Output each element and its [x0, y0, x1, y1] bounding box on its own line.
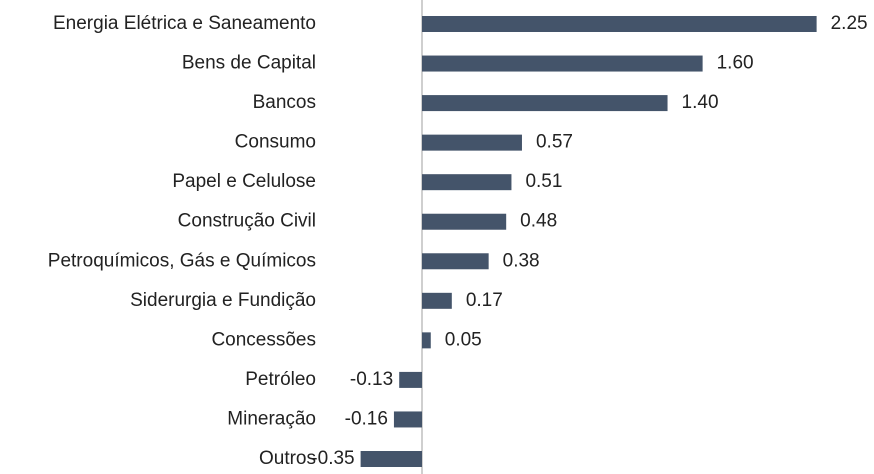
category-label: Outros: [259, 448, 316, 469]
category-label: Bancos: [253, 92, 316, 113]
value-label: 0.57: [536, 132, 573, 153]
bar: [422, 253, 489, 270]
bar: [393, 411, 422, 428]
bar: [422, 292, 452, 309]
value-label: 1.60: [717, 53, 754, 74]
bar: [422, 134, 522, 151]
category-label: Mineração: [227, 408, 316, 429]
category-label: Bens de Capital: [182, 53, 316, 74]
value-label: -0.16: [345, 408, 388, 429]
category-label: Concessões: [211, 329, 316, 350]
bar: [422, 16, 817, 32]
bar: [422, 95, 668, 112]
value-label: 0.38: [503, 250, 540, 271]
value-label: -0.35: [311, 448, 354, 469]
category-label: Siderurgia e Fundição: [130, 290, 316, 311]
bar: [422, 174, 512, 191]
value-label: 0.51: [525, 171, 562, 192]
value-label: 0.17: [466, 290, 503, 311]
value-label: 0.05: [445, 329, 482, 350]
category-label: Papel e Celulose: [172, 171, 316, 192]
value-label: 2.25: [831, 13, 868, 34]
value-label: 0.48: [520, 211, 557, 232]
bar: [360, 451, 422, 467]
category-label: Construção Civil: [178, 211, 316, 232]
value-label: 1.40: [682, 92, 719, 113]
category-label: Petróleo: [245, 369, 316, 390]
bar: [422, 55, 703, 72]
bar: [422, 332, 431, 349]
category-label: Consumo: [235, 132, 316, 153]
category-label: Petroquímicos, Gás e Químicos: [48, 250, 316, 271]
bar: [422, 213, 507, 230]
category-label: Energia Elétrica e Saneamento: [53, 13, 316, 34]
value-label: -0.13: [350, 369, 393, 390]
bar: [399, 371, 422, 388]
